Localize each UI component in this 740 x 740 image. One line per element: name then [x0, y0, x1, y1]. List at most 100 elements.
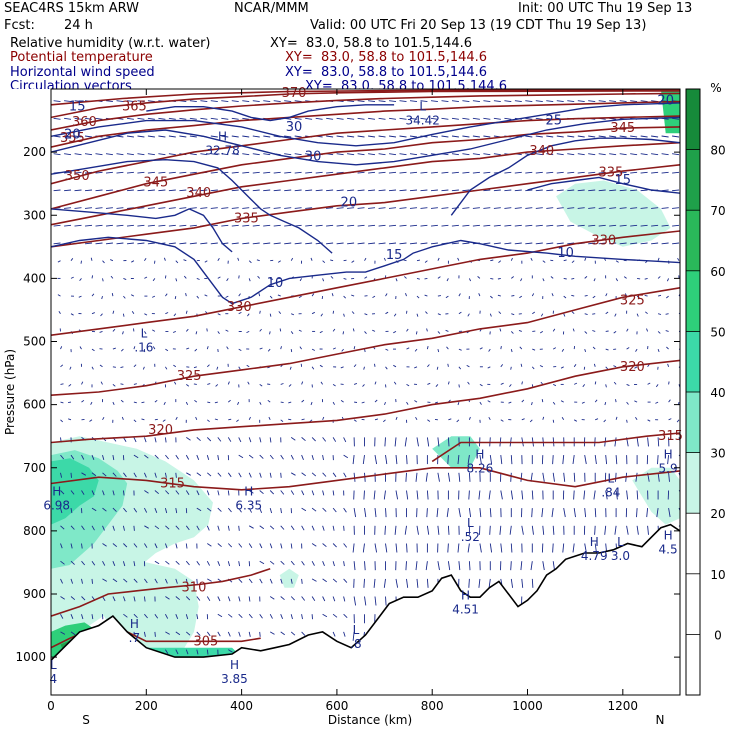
circulation-vector: [252, 242, 260, 245]
circulation-vector: [238, 293, 241, 297]
theta-label: 355: [60, 131, 85, 146]
circulation-vector: [322, 416, 325, 420]
circulation-vector: [437, 348, 440, 353]
circulation-vector: [651, 224, 659, 227]
circulation-vector: [217, 631, 221, 637]
circulation-vector: [668, 418, 672, 421]
circulation-vector: [301, 472, 306, 477]
circulation-vector: [593, 490, 596, 500]
circulation-vector: [206, 437, 212, 442]
extremum-value: .8: [350, 637, 361, 651]
circulation-vector: [563, 277, 567, 280]
circulation-vector: [74, 153, 82, 156]
circulation-vector: [217, 596, 221, 602]
circulation-vector: [237, 401, 240, 405]
circulation-vector: [667, 455, 670, 465]
circulation-vector: [531, 525, 534, 535]
theta-label: 330: [227, 300, 252, 315]
circulation-vector: [672, 207, 680, 209]
circulation-vector: [70, 490, 75, 495]
circulation-vector: [445, 295, 449, 299]
circulation-vector: [120, 348, 124, 352]
circulation-vector: [594, 525, 596, 535]
circulation-vector: [204, 294, 208, 297]
circulation-vector: [630, 242, 638, 245]
circulation-vector: [228, 649, 233, 653]
circulation-vector: [406, 578, 409, 588]
circulation-vector: [619, 189, 627, 192]
extremum-marker: H6.35: [235, 484, 262, 512]
circulation-vector: [584, 543, 587, 553]
circulation-vector: [164, 275, 167, 279]
circulation-vector: [111, 293, 114, 297]
extremum-value: 34.42: [406, 113, 440, 127]
circulation-vector: [301, 525, 305, 531]
circulation-vector: [588, 242, 596, 245]
circulation-vector: [368, 207, 376, 209]
circulation-vector: [542, 561, 545, 571]
circulation-vector: [84, 153, 93, 156]
circulation-vector: [289, 366, 292, 370]
theta-contour: [51, 164, 680, 248]
circulation-vector: [242, 117, 250, 120]
circulation-vector: [259, 578, 263, 584]
circulation-vector: [336, 153, 344, 156]
circulation-vector: [657, 257, 660, 261]
circulation-vector: [394, 437, 397, 447]
circulation-vector: [409, 189, 418, 192]
circulation-vector: [395, 490, 399, 500]
circulation-vector: [112, 507, 117, 512]
circulation-vector: [299, 346, 302, 350]
circulation-vector: [143, 437, 147, 443]
circulation-vector: [196, 472, 202, 477]
circulation-vector: [193, 383, 197, 385]
circulation-vector: [414, 366, 418, 369]
circulation-vector: [368, 189, 376, 192]
circulation-vector: [666, 278, 670, 282]
circulation-vector: [290, 331, 294, 335]
circulation-vector: [252, 207, 260, 209]
theta-contour: [51, 100, 680, 148]
circulation-vector: [551, 508, 554, 518]
circulation-vector: [95, 153, 103, 156]
field-wind-xy: XY= 83.0, 58.8 to 101.5,144.6: [285, 65, 488, 80]
circulation-vector: [206, 560, 210, 566]
circulation-vector: [227, 507, 232, 513]
circulation-vector: [165, 293, 168, 297]
circulation-vector: [430, 189, 438, 192]
circulation-vector: [152, 278, 156, 282]
circulation-vector: [196, 490, 200, 496]
circulation-vector: [493, 189, 501, 192]
circulation-vector: [120, 366, 124, 369]
colorbar-label: 80: [710, 144, 725, 158]
x-tick-label: 1200: [608, 699, 639, 713]
circulation-vector: [99, 364, 103, 368]
circulation-vector: [588, 224, 596, 227]
circulation-vector: [588, 153, 596, 156]
circulation-vector: [525, 242, 533, 245]
circulation-vector: [330, 275, 334, 279]
circulation-vector: [179, 117, 187, 120]
circulation-vector: [623, 276, 627, 279]
circulation-vector: [175, 416, 178, 421]
circulation-vector: [70, 508, 73, 514]
circulation-vector: [133, 561, 136, 567]
circulation-vector: [361, 401, 365, 404]
wind-contour: [51, 158, 333, 254]
circulation-vector: [343, 578, 348, 583]
circulation-vector: [284, 135, 292, 138]
circulation-vector: [53, 242, 61, 245]
circulation-vector: [363, 490, 365, 500]
extremum-marker: H4.79: [581, 535, 608, 563]
circulation-vector: [336, 207, 344, 209]
circulation-vector: [217, 455, 220, 461]
circulation-vector: [105, 100, 113, 103]
circulation-vector: [552, 455, 554, 465]
circulation-vector: [447, 363, 449, 367]
circulation-vector: [414, 348, 418, 352]
extremum-value: 4.5: [659, 543, 678, 557]
circulation-vector: [154, 578, 158, 584]
circulation-vector: [309, 419, 313, 423]
circulation-vector: [420, 207, 428, 209]
circulation-vector: [247, 313, 250, 317]
